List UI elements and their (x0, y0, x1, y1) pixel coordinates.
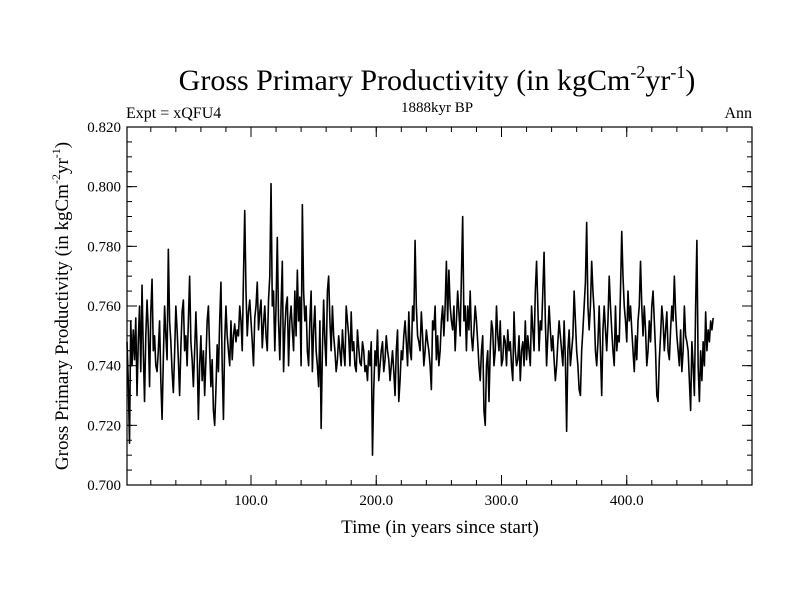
y-tick-label: 0.720 (87, 418, 121, 434)
y-axis-label-end: ) (52, 142, 73, 148)
period-label: Ann (724, 105, 752, 122)
x-tick-label: 300.0 (485, 493, 519, 509)
chart-title: Gross Primary Productivity (in kgCm-2yr-… (179, 62, 696, 97)
y-tick-label: 0.740 (87, 359, 121, 375)
y-axis-label: Gross Primary Productivity (in kgCm-2yr-… (49, 142, 73, 470)
chart-title-sup1: -2 (630, 62, 645, 82)
y-tick-label: 0.800 (87, 180, 121, 196)
y-tick-label: 0.780 (87, 239, 121, 255)
x-tick-label: 400.0 (610, 493, 644, 509)
chart-title-sup2: -1 (670, 62, 685, 82)
y-tick-label: 0.760 (87, 299, 121, 315)
y-axis-label-mid: yr (52, 158, 73, 175)
x-tick-label: 100.0 (234, 493, 268, 509)
y-axis-label-sup1: -2 (49, 174, 63, 184)
plot-frame (126, 126, 753, 486)
chart-title-end: ) (685, 64, 695, 97)
chart-subtitle: 1888kyr BP (401, 100, 473, 116)
chart-title-mid: yr (645, 64, 670, 97)
y-tick-label: 0.820 (87, 120, 121, 136)
y-axis-label-main: Gross Primary Productivity (in kgCm (52, 184, 73, 470)
y-tick-label: 0.700 (87, 478, 121, 494)
chart-title-main: Gross Primary Productivity (in kgCm (179, 64, 631, 97)
x-tick-label: 200.0 (359, 493, 393, 509)
x-axis-label: Time (in years since start) (341, 517, 539, 538)
axis-tick-labels: 0.700 0.720 0.740 0.760 0.780 0.800 0.820 100.0… (87, 120, 643, 509)
y-axis-label-sup2: -1 (49, 148, 63, 158)
experiment-label: Expt = xQFU4 (126, 105, 221, 122)
gpp-series-line (126, 182, 714, 456)
